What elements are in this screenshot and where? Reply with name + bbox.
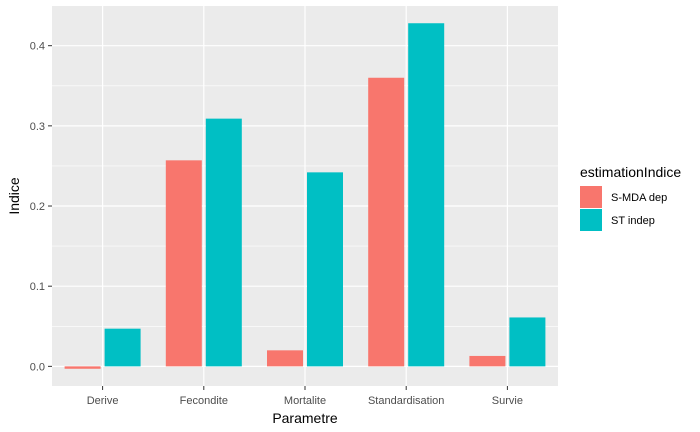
bar-st-indep-derive [104, 328, 141, 367]
legend-title: estimationIndice [580, 164, 681, 180]
bar-st-indep-mortalite [307, 172, 343, 367]
y-tick-label: 0.0 [30, 361, 45, 373]
y-tick-label: 0.3 [30, 121, 45, 133]
major-gridlines [52, 6, 558, 386]
x-tick-label: Survie [492, 395, 523, 407]
legend-key-st-indep [580, 209, 602, 231]
y-tick-label: 0.1 [30, 281, 45, 293]
y-tick-label: 0.4 [30, 41, 45, 53]
x-axis-ticks: Derive Fecondite Mortalite Standardisation S… [87, 386, 523, 407]
bar-s-mda-dep-survie [469, 355, 506, 367]
bar-s-mda-dep-fecondite [165, 160, 202, 367]
y-tick-label: 0.2 [30, 201, 45, 213]
bar-st-indep-survie [509, 317, 546, 367]
y-axis-ticks: 0.0 0.1 0.2 0.3 0.4 [30, 41, 52, 373]
bar-st-indep-fecondite [205, 118, 242, 367]
legend: estimationIndice S-MDA dep ST indep [580, 164, 681, 231]
x-tick-label: Mortalite [284, 395, 326, 407]
x-tick-label: Derive [87, 395, 119, 407]
bar-s-mda-dep-derive [64, 366, 101, 369]
x-tick-label: Standardisation [368, 395, 444, 407]
bar-st-indep-standardisation [408, 23, 445, 367]
bars-layer [64, 23, 546, 369]
legend-label-s-mda-dep: S-MDA dep [611, 192, 667, 204]
x-axis-title: Parametre [272, 410, 338, 426]
legend-key-s-mda-dep [580, 186, 602, 208]
legend-label-st-indep: ST indep [611, 215, 655, 227]
bar-s-mda-dep-mortalite [267, 350, 303, 367]
x-tick-label: Fecondite [180, 395, 228, 407]
y-axis-title: Indice [6, 177, 22, 215]
bar-s-mda-dep-standardisation [368, 77, 405, 367]
